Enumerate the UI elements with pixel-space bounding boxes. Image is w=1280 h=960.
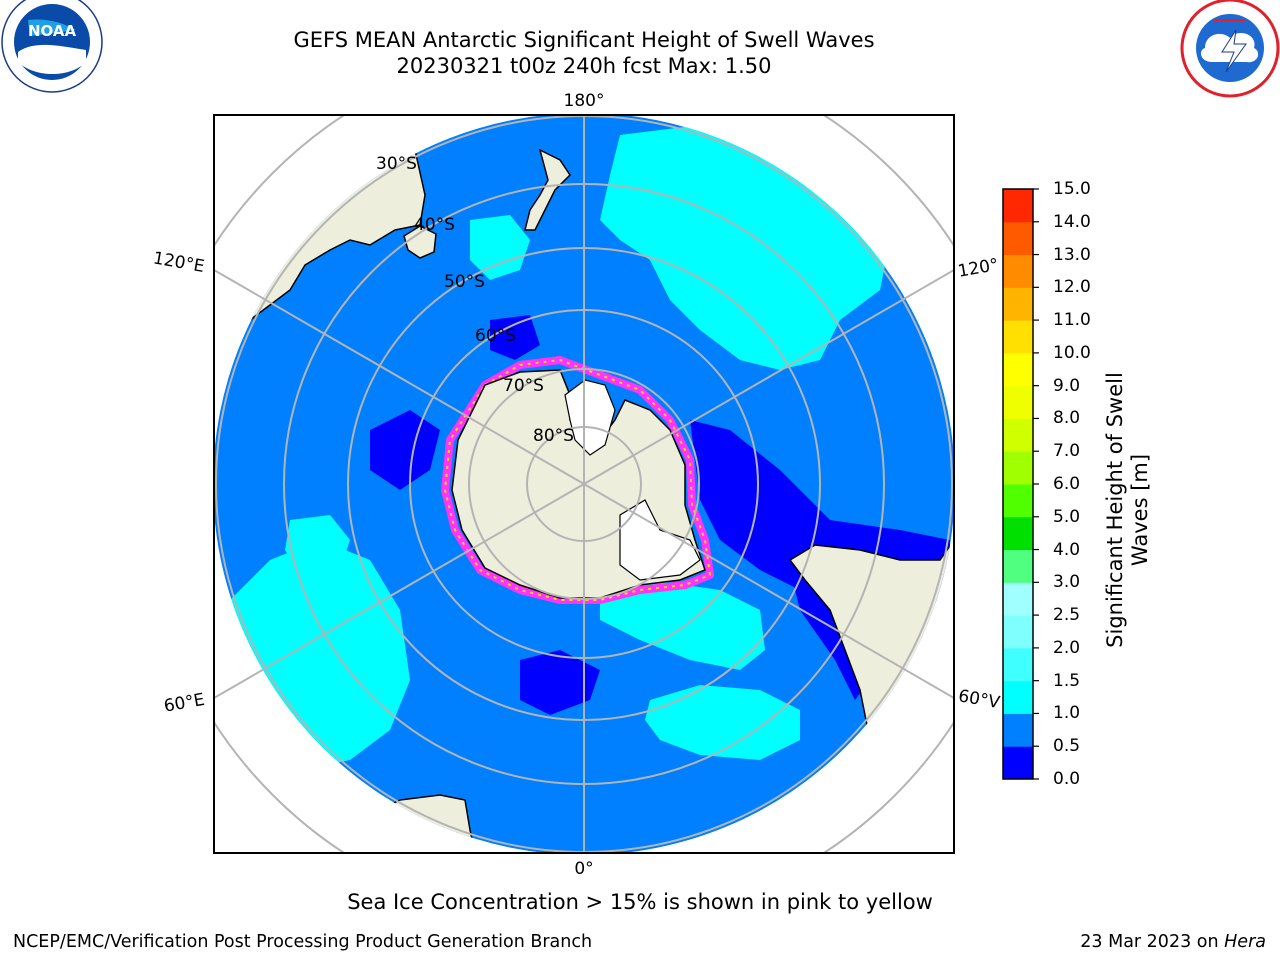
colorbar-frame: [1002, 188, 1034, 780]
colorbar-tick-label: 1.0: [1053, 703, 1081, 724]
colorbar-segment: [1003, 189, 1033, 223]
colorbar-tick-label: 13.0: [1053, 244, 1091, 265]
colorbar-segment: [1003, 615, 1033, 649]
lat-label-70s: 70°S: [503, 376, 544, 396]
colorbar-segment: [1003, 385, 1033, 419]
swell-patch-north: [470, 215, 530, 280]
noaa-logo: NOAA: [1, 0, 103, 93]
colorbar-tick-label: 0.0: [1053, 769, 1081, 789]
lat-label-40s: 40°S: [414, 215, 455, 235]
footer-date: 23 Mar 2023 on Hera: [1080, 932, 1266, 952]
swell-patch-southwest-small: [285, 515, 350, 575]
colorbar-segment: [1003, 320, 1033, 354]
footer-host: Hera: [1224, 932, 1266, 952]
lon-label-120w: 120°: [956, 255, 1000, 282]
colorbar-tick-label: 5.0: [1053, 506, 1081, 527]
colorbar-segment: [1003, 582, 1033, 616]
colorbar-tick-label: 3.0: [1053, 572, 1081, 593]
map-frame: [213, 114, 955, 854]
sea-ice-fringe-yellow: [443, 358, 712, 601]
lon-label-120e: 120°E: [152, 248, 206, 277]
colorbar-tick-label: 4.0: [1053, 539, 1081, 560]
lon-label-0: 0°: [574, 859, 593, 879]
map-subtitle: 20230321 t00z 240h fcst Max: 1.50: [396, 54, 772, 78]
colorbar-tick-label: 10.0: [1053, 342, 1091, 363]
colorbar-tick-label: 14.0: [1053, 211, 1091, 232]
colorbar-segment: [1003, 418, 1033, 452]
colorbar-segment: [1003, 713, 1033, 747]
colorbar-tick-label: 8.0: [1053, 408, 1081, 429]
nws-logo: [1180, 0, 1280, 98]
colorbar-tick-label: 15.0: [1053, 179, 1091, 199]
colorbar-tick-label: 2.5: [1053, 605, 1081, 626]
colorbar: [1003, 188, 1039, 780]
colorbar-segment: [1003, 746, 1033, 780]
land-new-zealand: [524, 148, 571, 231]
colorbar-segment: [1003, 647, 1033, 682]
colorbar-tick-label: 2.0: [1053, 637, 1081, 658]
colorbar-segment: [1003, 254, 1033, 288]
lat-label-60s: 60°S: [475, 326, 516, 346]
colorbar-title: Significant Height of Swell Waves [m]: [1103, 372, 1152, 648]
lon-label-60e: 60°E: [162, 690, 206, 717]
colorbar-tick-label: 1.5: [1053, 670, 1081, 691]
footer-date-text: 23 Mar 2023 on: [1080, 932, 1225, 952]
low-swell-west: [370, 410, 440, 490]
footer-branch: NCEP/EMC/Verification Post Processing Pr…: [13, 932, 593, 952]
low-swell-north: [490, 315, 540, 360]
colorbar-segment: [1003, 516, 1033, 551]
lon-label-180: 180°: [564, 91, 605, 111]
colorbar-segment: [1003, 221, 1033, 256]
colorbar-tick-label: 6.0: [1053, 474, 1081, 494]
colorbar-segment: [1003, 484, 1033, 518]
map-title: GEFS MEAN Antarctic Significant Height o…: [293, 28, 875, 52]
colorbar-tick-label: 0.5: [1053, 736, 1081, 757]
noaa-logo-text: NOAA: [28, 22, 77, 40]
lat-label-30s: 30°S: [376, 154, 417, 174]
colorbar-segment: [1003, 680, 1033, 714]
colorbar-tick-label: 11.0: [1053, 310, 1091, 331]
ice-shelf-ross: [564, 379, 616, 456]
low-swell-south: [520, 650, 600, 715]
colorbar-segment: [1003, 352, 1033, 387]
colorbar-segment: [1003, 549, 1033, 583]
lat-label-50s: 50°S: [444, 272, 485, 292]
swell-patch-south: [600, 580, 765, 670]
colorbar-segment: [1003, 287, 1033, 321]
land-tasmania: [403, 225, 437, 259]
swell-patch-southeast: [645, 685, 800, 760]
lat-label-80s: 80°S: [533, 426, 574, 446]
sea-ice-note: Sea Ice Concentration > 15% is shown in …: [347, 890, 933, 914]
colorbar-segment: [1003, 451, 1033, 485]
ice-shelf-weddell: [619, 499, 701, 581]
colorbar-tick-label: 7.0: [1053, 441, 1081, 462]
colorbar-tick-label: 9.0: [1053, 375, 1081, 396]
colorbar-tick-label: 12.0: [1053, 277, 1091, 298]
lon-label-60w: 60°V: [957, 686, 1002, 713]
